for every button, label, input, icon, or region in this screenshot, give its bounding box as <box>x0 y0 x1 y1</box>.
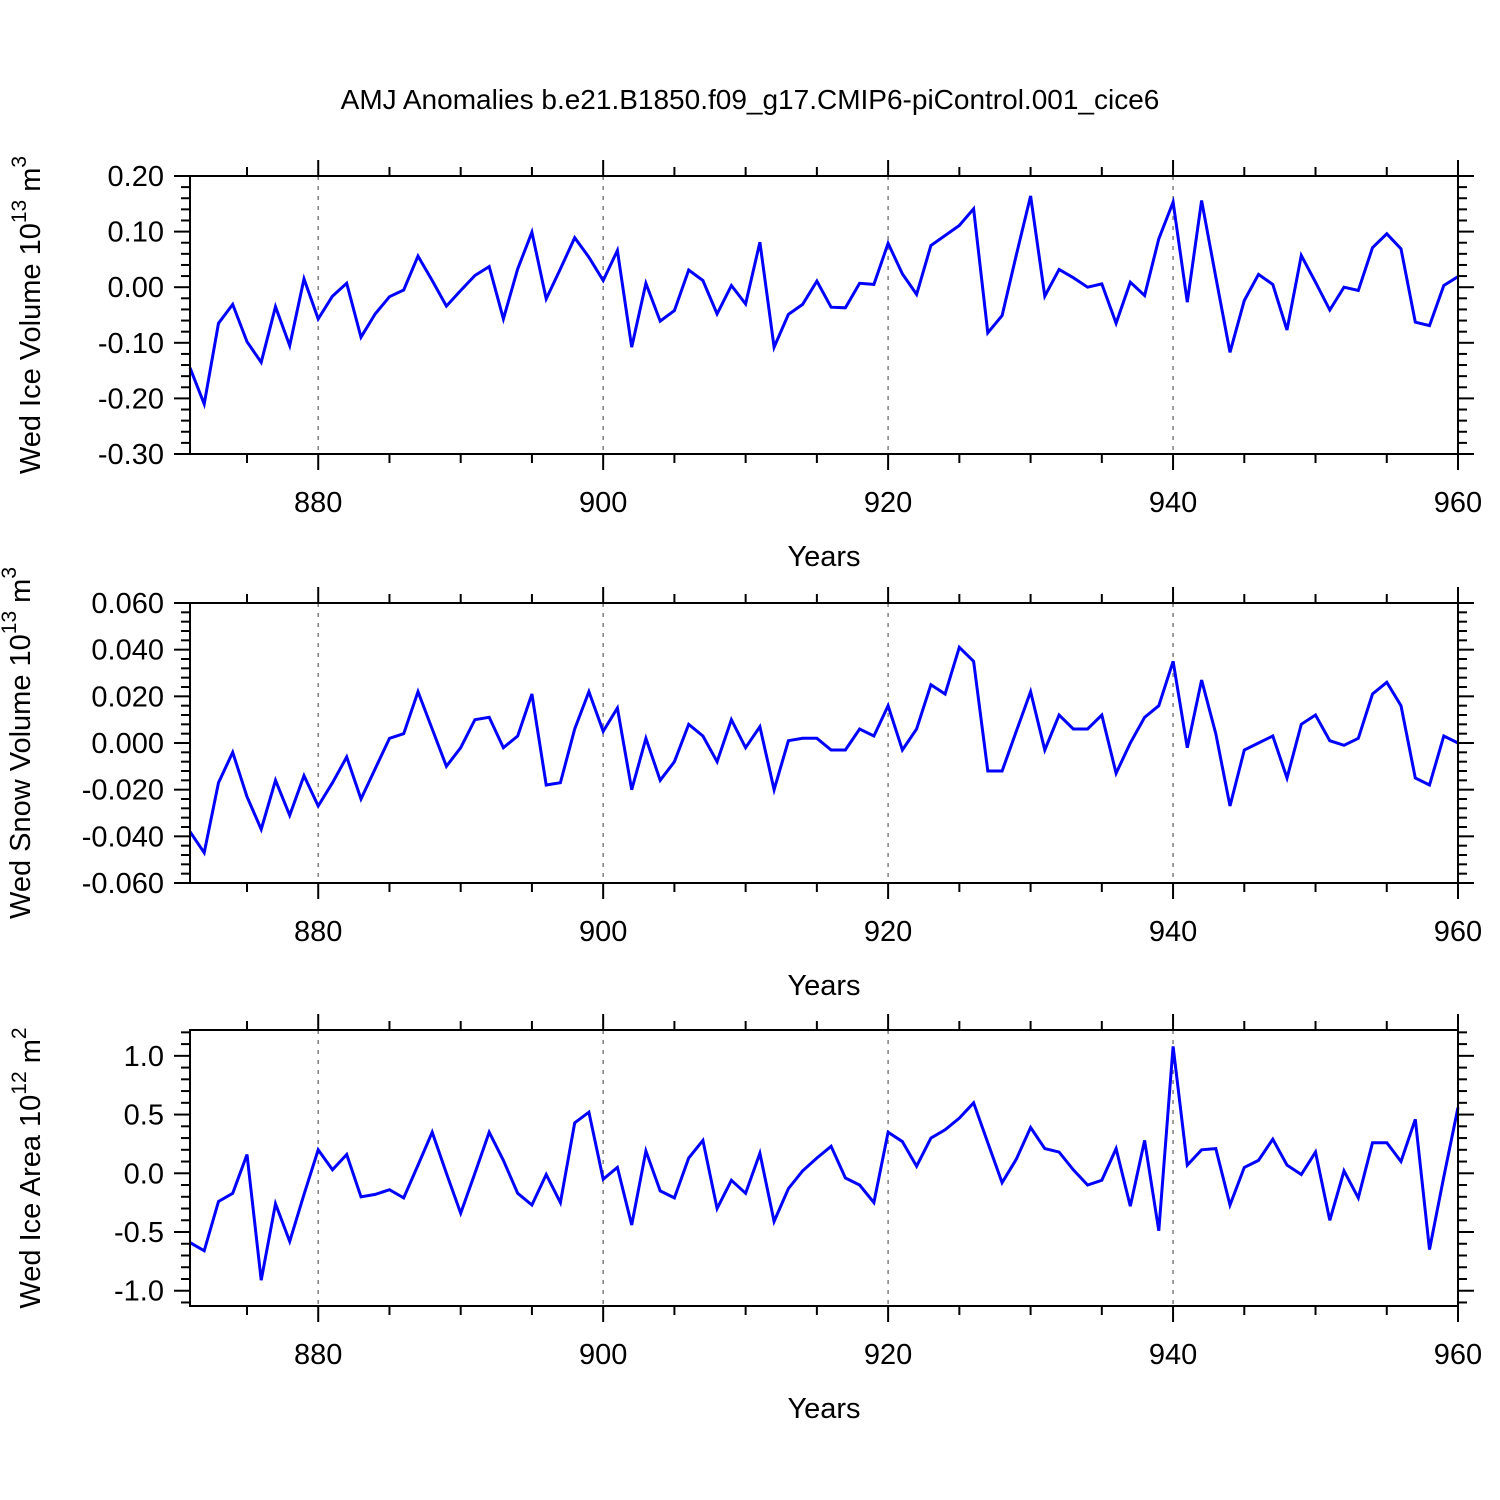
y-tick-label: -1.0 <box>114 1276 164 1308</box>
x-tick-label: 940 <box>1149 1339 1197 1371</box>
y-axis-title-part: 13 <box>8 200 31 223</box>
panel-wed-ice-area: 880 900 920 940 960 1.0 0.5 0.0 -0.5 -1.0 Years Wed… <box>8 1014 1482 1425</box>
page-title: AMJ Anomalies b.e21.B1850.f09_g17.CMIP6-… <box>340 84 1160 115</box>
y-tick-label: -0.30 <box>98 439 164 471</box>
x-tick-label: 920 <box>864 1339 912 1371</box>
y-axis-title: Wed Snow Volume 1013 m3 <box>0 567 37 919</box>
y-axis-title-part: 13 <box>0 611 21 634</box>
x-tick-label: 880 <box>294 487 342 519</box>
y-tick-label: 0.0 <box>124 1158 164 1190</box>
data-line-wed-ice-area <box>189 1046 1460 1281</box>
y-axis-title-part: m <box>15 1039 47 1071</box>
y-tick-label: -0.060 <box>82 868 164 900</box>
x-axis-title: Years <box>787 1393 860 1425</box>
y-tick-label: 0.020 <box>91 681 164 713</box>
panel-wed-snow-volume: 880 900 920 940 960 0.060 0.040 0.020 0.000 -0.02… <box>0 567 1482 1002</box>
y-axis-title-part: m <box>5 579 37 611</box>
y-tick-label: 0.20 <box>108 161 164 193</box>
x-tick-label: 900 <box>579 916 627 948</box>
y-axis-title-part: Wed Ice Volume 10 <box>15 223 47 474</box>
y-axis-title-part: 2 <box>8 1027 31 1039</box>
x-tick-label: 880 <box>294 1339 342 1371</box>
y-tick-label: -0.5 <box>114 1217 164 1249</box>
x-tick-label: 920 <box>864 487 912 519</box>
y-tick-label: 1.0 <box>124 1041 164 1073</box>
x-tick-label: 940 <box>1149 487 1197 519</box>
plot-frame <box>189 175 1459 455</box>
y-axis-title-part: 3 <box>8 156 31 168</box>
y-axis-title-part: 3 <box>0 567 21 579</box>
plot-frame <box>189 1029 1459 1307</box>
y-tick-label: -0.040 <box>82 821 164 853</box>
data-line-wed-ice-volume <box>188 195 1459 410</box>
y-tick-label: 0.040 <box>91 635 164 667</box>
y-tick-label: -0.020 <box>82 775 164 807</box>
panel-wed-ice-volume: 880 900 920 940 960 0.20 0.10 0.00 -0.10 -0.20 -0.… <box>8 156 1482 573</box>
x-axis-title: Years <box>787 970 860 1002</box>
y-axis-title-part: Wed Ice Area 10 <box>15 1095 47 1309</box>
y-tick-label: 0.00 <box>108 272 164 304</box>
x-tick-label: 880 <box>294 916 342 948</box>
y-tick-label: 0.5 <box>124 1100 164 1132</box>
y-tick-label: 0.060 <box>91 588 164 620</box>
y-tick-label: 0.000 <box>91 728 164 760</box>
y-axis-title-part: 12 <box>8 1071 31 1094</box>
x-tick-label: 940 <box>1149 916 1197 948</box>
y-tick-label: 0.10 <box>108 217 164 249</box>
y-tick-label: -0.20 <box>98 383 164 415</box>
x-tick-label: 960 <box>1434 1339 1482 1371</box>
x-tick-label: 900 <box>579 1339 627 1371</box>
y-axis-title-part: Wed Snow Volume 10 <box>5 634 37 919</box>
data-line-wed-snow-volume <box>188 644 1459 857</box>
x-tick-label: 900 <box>579 487 627 519</box>
x-tick-label: 960 <box>1434 916 1482 948</box>
y-axis-title-part: m <box>15 168 47 200</box>
x-tick-label: 960 <box>1434 487 1482 519</box>
y-tick-label: -0.10 <box>98 328 164 360</box>
x-axis-title: Years <box>787 541 860 573</box>
x-tick-label: 920 <box>864 916 912 948</box>
y-axis-title: Wed Ice Area 1012 m2 <box>8 1027 47 1308</box>
y-axis-title: Wed Ice Volume 1013 m3 <box>8 156 47 474</box>
